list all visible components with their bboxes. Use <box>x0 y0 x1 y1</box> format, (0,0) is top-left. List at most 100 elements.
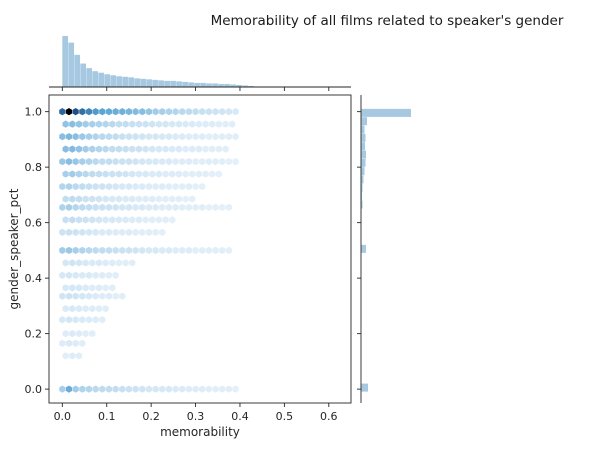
hexbin-cell <box>232 133 239 141</box>
hexbin-cell <box>149 145 156 153</box>
hexbin-cell <box>115 195 123 203</box>
y-marginal-bar <box>361 158 366 167</box>
hexbin-cell <box>72 203 79 211</box>
hexbin-cell <box>139 228 146 236</box>
hexbin-cell <box>69 284 76 292</box>
hexbin-cell <box>152 182 159 191</box>
hexbin-cell <box>119 203 126 211</box>
x-marginal-bar <box>224 83 230 87</box>
hexbin-cell <box>195 170 203 178</box>
hexbin-cell <box>85 246 93 254</box>
hexbin-cell <box>92 157 99 166</box>
x-marginal-bar <box>176 81 182 87</box>
hexbin-cell <box>82 170 89 178</box>
x-marginal-bar <box>116 76 122 87</box>
hexbin-cell <box>75 170 83 178</box>
hexbin-cell <box>125 246 133 254</box>
y-axis-ticks: 0.0 0.2 0.4 0.6 0.8 1.0 <box>25 106 49 396</box>
y-tick-label: 1.0 <box>25 106 43 119</box>
hexbin-cell <box>165 246 173 254</box>
x-marginal-bar <box>236 84 242 87</box>
hexbin-cell <box>75 305 83 313</box>
hexbin-cell <box>92 385 99 393</box>
x-marginal-bar <box>74 54 81 87</box>
hexbin-cell <box>172 385 179 393</box>
hexbin-cell <box>82 330 89 338</box>
hexbin-cell <box>85 292 93 300</box>
hexbin-cell <box>102 305 109 313</box>
hexbin-cell <box>65 182 73 191</box>
hexbin-cell <box>99 228 106 236</box>
x-marginal-bar <box>200 82 206 87</box>
hexbin-cell <box>69 330 76 338</box>
hexbin-cell <box>89 259 96 267</box>
hexbin-cell <box>135 120 143 128</box>
x-marginal-bar <box>230 84 236 87</box>
hexbin-cell <box>149 120 156 128</box>
hexbin-cell <box>112 228 119 236</box>
y-marginal-bar <box>361 192 362 201</box>
hexbin-cell <box>79 228 86 236</box>
x-marginal-bar <box>128 77 134 87</box>
hexbin-cell <box>162 120 169 128</box>
y-tick-label: 0.0 <box>25 383 43 396</box>
hexbin-cell <box>125 385 133 393</box>
hexbin-cell <box>165 133 173 141</box>
hexbin-cell <box>79 385 86 393</box>
hexbin-cell <box>102 259 109 267</box>
x-tick-label: 0.0 <box>54 410 72 423</box>
x-marginal-bar <box>146 79 152 87</box>
x-marginal-bar <box>194 82 200 87</box>
hexbin-cell <box>72 157 79 166</box>
hexbin-cell <box>85 316 93 324</box>
hexbin-cell <box>165 108 173 116</box>
hexbin-cell <box>69 305 76 313</box>
hexbin-cell <box>99 292 106 300</box>
hexbin-cell <box>172 157 179 166</box>
hexbin-cell <box>169 120 176 128</box>
hexbin-cell <box>225 246 232 254</box>
hexbin-cell <box>99 271 106 279</box>
hexbin-cell <box>89 216 96 224</box>
hexbin-cell <box>89 330 96 338</box>
hexbin-cell <box>85 133 93 141</box>
x-marginal-bar <box>170 80 176 87</box>
hexbin-cell <box>69 216 76 224</box>
hexbin-cell <box>182 120 189 128</box>
y-marginal-histogram <box>361 108 411 392</box>
hexbin-cell <box>62 216 69 224</box>
hexbin-cell <box>139 108 146 116</box>
hexbin-cell <box>82 305 89 313</box>
hexbin-cell <box>145 133 153 141</box>
hexbin-cell <box>192 182 199 191</box>
hexbin-cell <box>102 216 109 224</box>
hexbin-cell <box>139 385 146 393</box>
hexbin-cell <box>122 216 129 224</box>
hexbin-cell <box>202 170 209 178</box>
hexbin-cell <box>85 203 93 211</box>
hexbin-cell <box>195 120 203 128</box>
x-marginal-histogram <box>62 36 272 87</box>
hexbin-cell <box>105 133 113 141</box>
hexbin-cell <box>65 203 73 211</box>
hexbin-cell <box>92 108 99 116</box>
hexbin-cell <box>172 182 179 191</box>
hexbin-cell <box>219 203 226 211</box>
hexbin-cell <box>152 228 159 236</box>
y-axis-label: gender_speaker_pct <box>7 188 21 309</box>
hexbin-cell <box>82 259 89 267</box>
y-tick-label: 0.4 <box>25 272 43 285</box>
hexbin-cell <box>115 259 123 267</box>
hexbin-cell <box>65 385 73 393</box>
hexbin-cell <box>152 385 159 393</box>
hexbin-cell <box>115 216 123 224</box>
hexbin-cell <box>79 133 86 141</box>
hexbin-cell <box>142 145 149 153</box>
hexbin-cell <box>132 228 139 236</box>
hexbin-cell <box>102 284 109 292</box>
hexbin-cell <box>135 195 143 203</box>
hexbin-cell <box>59 292 66 300</box>
hexbin-cell <box>129 216 136 224</box>
hexbin-cell <box>215 170 222 178</box>
hexbin-cell <box>119 182 126 191</box>
